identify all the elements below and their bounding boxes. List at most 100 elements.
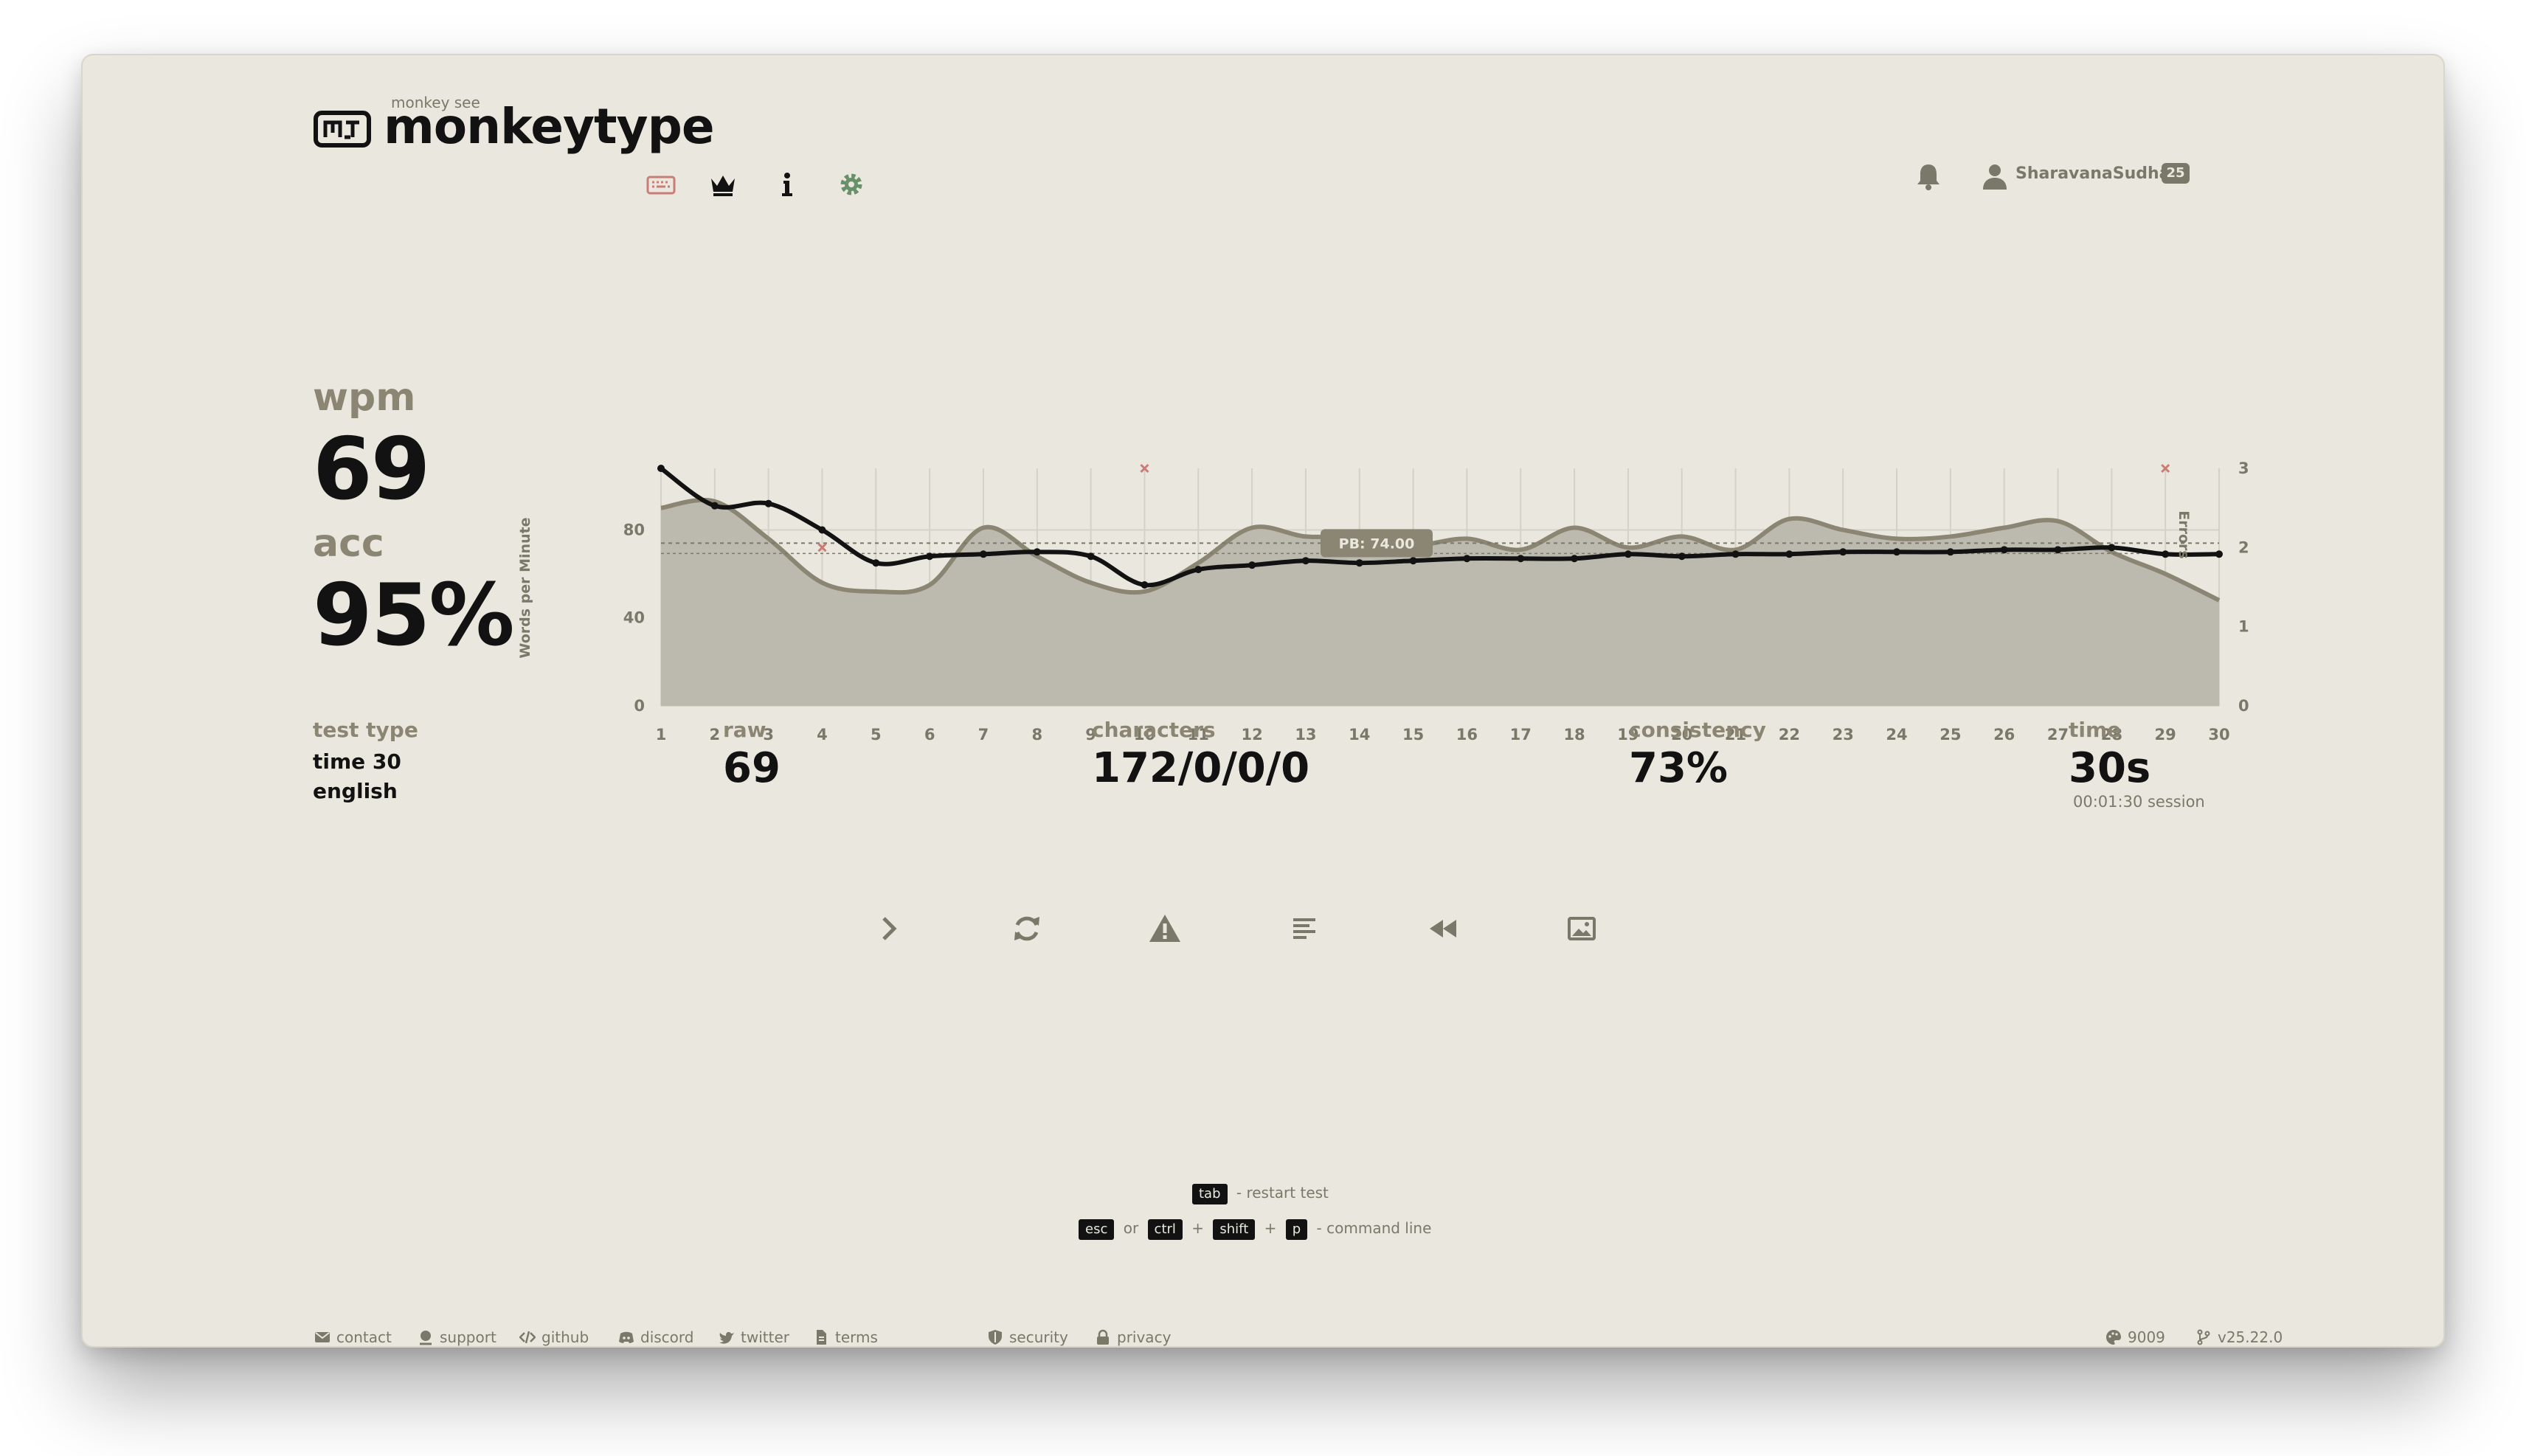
x-tick-label: 4 [817,726,828,743]
x-tick-label: 17 [1510,726,1532,743]
x-tick-label: 14 [1349,726,1370,743]
y2-tick-label: 0 [2238,697,2249,715]
pb-label-text: PB: 74.00 [1339,535,1415,552]
raw-series-line [660,497,2221,603]
x-tick-label: 26 [1993,726,2015,743]
wpm-point [764,499,772,507]
wpm-label: wpm [313,375,416,420]
x-tick-label: 20 [1671,726,1692,743]
wpm-point [872,559,880,567]
next-test-icon[interactable] [871,911,906,946]
x-tick-label: 11 [1188,726,1209,743]
crown-icon[interactable] [708,170,738,199]
wpm-point [1678,552,1686,561]
words-history-icon[interactable] [1287,911,1322,946]
esc-key: esc [1079,1219,1115,1240]
wpm-point [1571,555,1579,563]
command-line-text: - command line [1316,1219,1432,1237]
twitter-icon [719,1331,734,1344]
wpm-point [1946,548,1954,556]
keyboard-icon[interactable] [646,170,676,199]
time-label: time [2069,718,2122,742]
wpm-point [657,465,665,472]
x-tick-label: 6 [924,726,935,743]
envelope-icon [315,1332,330,1342]
donate-icon [420,1331,432,1345]
y2-axis-label: Errors [2176,510,2192,558]
replay-icon[interactable] [1425,911,1461,946]
y2-tick-label: 1 [2238,618,2249,636]
wpm-points [657,465,2223,589]
x-tick-label: 10 [1134,726,1155,743]
test-type-label: test type [313,718,418,742]
y-tick-label: 40 [623,609,645,627]
footer-github[interactable]: github [519,1328,589,1346]
shield-icon [989,1330,1002,1345]
x-tick-label: 13 [1295,726,1316,743]
shift-key: shift [1213,1219,1256,1240]
footer-terms[interactable]: terms [813,1328,878,1346]
wpm-point [979,550,987,558]
screenshot-icon[interactable] [1564,911,1599,946]
y-tick-label: 80 [623,521,645,538]
footer-support[interactable]: support [418,1328,496,1346]
logo-tagline: monkey see [391,94,480,111]
characters-label: characters [1092,718,1216,742]
monkeytype-logo-icon[interactable] [314,111,371,148]
app-window: monkey see monkeytype SharavanaSudhan 25… [83,55,2443,1346]
x-tick-label: 8 [1031,726,1042,743]
command-line-hint: esc or ctrl + shift + p - command line [1074,1219,1431,1240]
wpm-point [710,502,719,510]
p-key: p [1285,1219,1308,1240]
wpm-point [1355,559,1363,567]
wpm-point [1248,561,1256,569]
restart-icon[interactable] [1009,911,1045,946]
wpm-point [1463,555,1471,563]
wpm-chart: 1 2 3 4 5 6 7 8 9 10 11 12 13 14 15 16 17 18 19 20 21 22 23 24 2… [517,460,2249,743]
wpm-point [2000,546,2008,554]
test-type-value: time 30 [313,749,401,774]
warning-icon[interactable] [1147,911,1183,946]
y2-tick-label: 2 [2238,538,2249,556]
x-tick-label: 22 [1779,726,1800,743]
error-marks [817,463,2170,552]
footer-twitter[interactable]: twitter [719,1328,789,1346]
wpm-point [1301,557,1309,565]
code-icon [519,1331,536,1344]
x-tick-label: 27 [2047,726,2069,743]
x-tick-label: 16 [1456,726,1478,743]
footer-privacy[interactable]: privacy [1095,1328,1171,1346]
gear-icon[interactable] [837,170,866,199]
lock-icon [1097,1329,1109,1345]
footer-contact[interactable]: contact [314,1328,392,1346]
consistency-label: consistency [1629,718,1766,742]
x-tick-label: 3 [763,726,774,743]
hint-or: or [1123,1219,1139,1237]
wpm-point [1194,566,1203,574]
bell-icon[interactable] [1914,162,1943,191]
wpm-point [1839,548,1847,556]
wpm-point [1087,552,1095,561]
raw-label: raw [723,718,767,742]
info-icon[interactable] [772,170,802,199]
palette-icon [2106,1330,2121,1345]
footer-security[interactable]: security [987,1328,1068,1346]
x-tick-label: 30 [2208,726,2229,743]
user-icon[interactable] [1980,162,2010,191]
footer-version[interactable]: v25.22.0 [2195,1328,2283,1346]
user-name[interactable]: SharavanaSudhan [2015,164,2182,183]
x-tick-label: 18 [1563,726,1585,743]
footer-theme[interactable]: 9009 [2105,1328,2165,1346]
footer-discord[interactable]: discord [618,1328,693,1346]
x-tick-label: 23 [1833,726,1854,743]
x-tick-label: 15 [1402,726,1424,743]
x-tick-label: 5 [871,726,882,743]
x-tick-label: 25 [1940,726,1961,743]
x-tick-label: 29 [2155,726,2176,743]
y-tick-labels: 0 40 80 [623,521,645,715]
document-icon [817,1330,826,1345]
test-language: english [313,779,398,803]
wpm-point [1893,548,1901,556]
logo-text[interactable]: monkeytype [384,98,715,155]
x-tick-label: 28 [2101,726,2122,743]
